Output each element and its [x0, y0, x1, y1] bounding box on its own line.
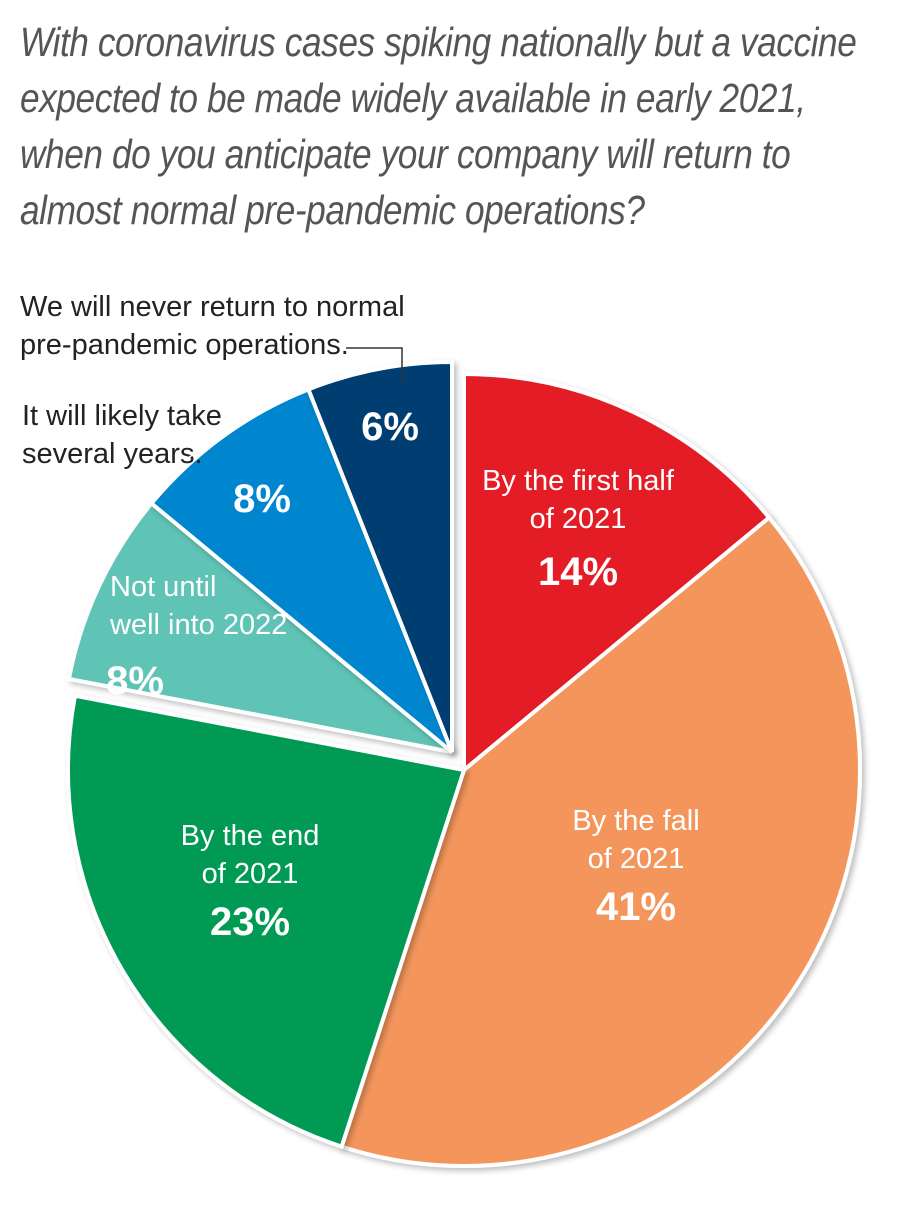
slice-label: of 2021 [530, 503, 627, 535]
slice-label: It will likely take [22, 400, 222, 432]
slice-label: By the fall [572, 805, 699, 837]
pie-slice-5 [305, 359, 454, 753]
slice-label: of 2021 [588, 843, 685, 875]
leader-line [346, 347, 403, 383]
pie-slice-4 [148, 386, 454, 754]
slice-value-label: 6% [361, 405, 419, 449]
leader-line [187, 439, 216, 459]
chart-title: With coronavirus cases spiking nationall… [20, 19, 857, 233]
pie-slice-1 [339, 514, 862, 1168]
slice-value-label: 23% [210, 900, 290, 944]
slice-label: Not until [110, 571, 216, 603]
slice-label: We will never return to normal [20, 291, 405, 323]
slice-label: pre-pandemic operations. [20, 329, 349, 361]
pie-slice-0 [462, 371, 772, 775]
pie-slice-3 [66, 500, 454, 754]
slice-label: By the first half [482, 465, 675, 497]
slice-value-label: 14% [538, 550, 618, 594]
slice-value-label: 41% [596, 885, 676, 929]
slice-value-label: 8% [233, 477, 291, 521]
slice-label: well into 2022 [109, 609, 287, 641]
pie-slice-2 [66, 693, 467, 1150]
slice-label: of 2021 [202, 858, 299, 890]
slice-label: By the end [181, 820, 320, 852]
slice-value-label: 8% [106, 659, 164, 703]
slice-label: several years. [22, 438, 203, 470]
